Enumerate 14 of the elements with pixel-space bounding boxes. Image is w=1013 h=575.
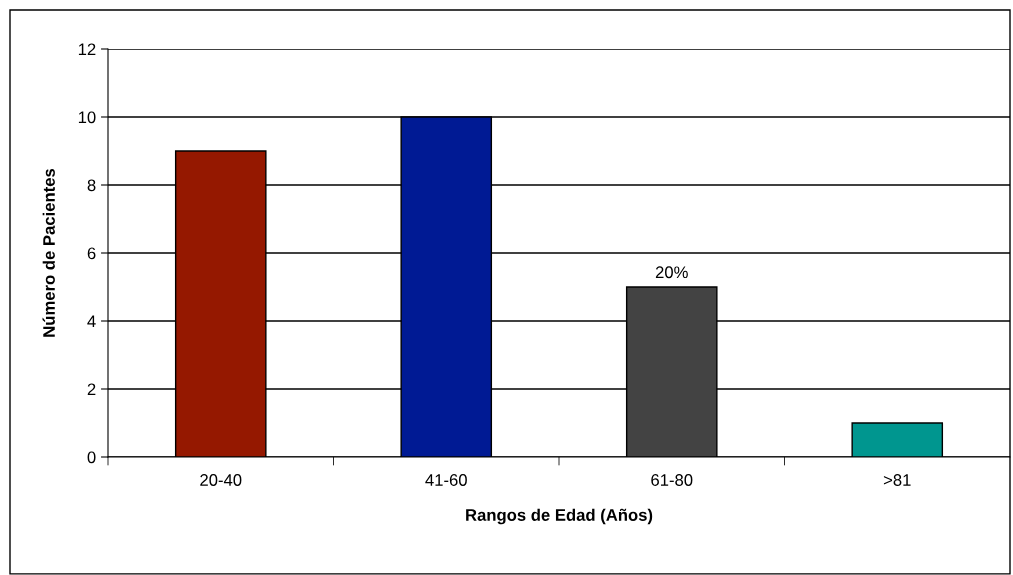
x-axis-title: Rangos de Edad (Años) <box>466 508 653 525</box>
x-tick-label: >81 <box>883 474 911 486</box>
y-axis-title: Número de Pacientes <box>42 168 55 337</box>
y-tick-label: 12 <box>78 43 96 56</box>
y-tick-label: 8 <box>87 179 96 192</box>
y-tick-label: 2 <box>87 383 96 396</box>
x-tick-label: 20-40 <box>200 474 242 486</box>
x-tick-label: 41-60 <box>425 474 467 486</box>
annotation: 20% <box>655 266 688 279</box>
y-tick-label: 10 <box>78 111 96 124</box>
y-tick-label: 4 <box>87 315 96 328</box>
y-tick-label: 0 <box>87 451 96 464</box>
y-tick-label: 6 <box>87 247 96 260</box>
x-tick-label: 61-80 <box>651 474 693 486</box>
